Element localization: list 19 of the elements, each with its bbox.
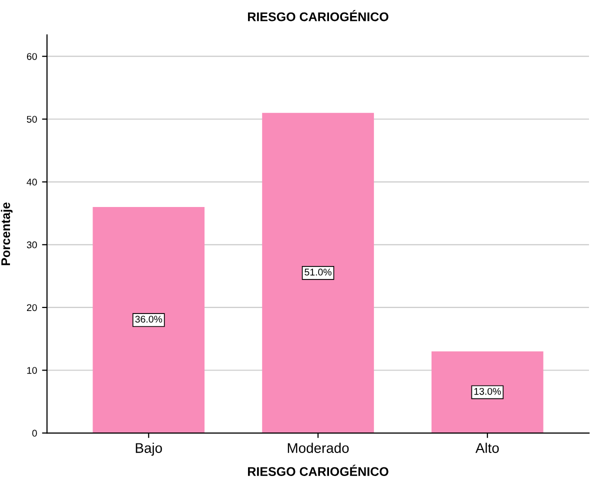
- data-label: 13.0%: [474, 388, 501, 395]
- y-tick-label: 40: [26, 178, 37, 186]
- data-label: 51.0%: [304, 268, 332, 276]
- x-tick-label: Moderado: [288, 442, 349, 453]
- x-axis-title: RIESGO CARIOGÉNICO: [248, 464, 388, 476]
- y-tick-label: 10: [27, 366, 37, 374]
- x-tick-label: Alto: [475, 442, 499, 453]
- bar: [432, 351, 544, 434]
- y-axis-title: Porcentaje: [0, 202, 13, 266]
- bar: [92, 207, 205, 434]
- y-tick-label: 60: [26, 53, 37, 60]
- y-tick-label: 30: [26, 241, 37, 248]
- data-label: 36.0%: [135, 316, 162, 323]
- y-tick-label: 20: [26, 304, 37, 312]
- chart-title: RIESGO CARIOGÉNICO: [248, 10, 388, 22]
- bar: [262, 112, 374, 434]
- y-tick-label: 0: [32, 430, 37, 437]
- y-tick-label: 50: [26, 116, 37, 123]
- x-tick-label: Bajo: [136, 442, 162, 456]
